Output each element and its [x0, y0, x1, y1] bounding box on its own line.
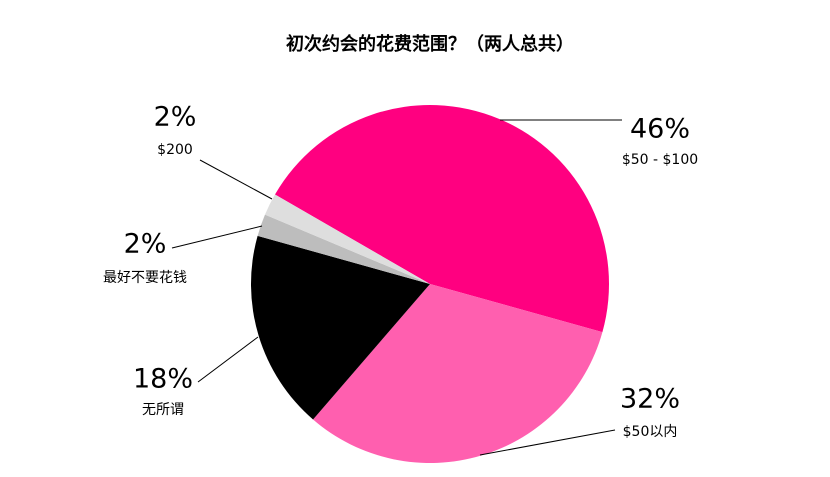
leader-line: [479, 429, 616, 456]
category-label: $50以内: [623, 424, 678, 440]
data-label: 2%: [154, 102, 197, 133]
category-label: $200: [157, 142, 193, 158]
leader-line: [199, 159, 273, 200]
chart-title: 初次约会的花费范围？（两人总共）: [286, 33, 574, 55]
pie-slice: [264, 194, 430, 284]
data-label: 2%: [124, 229, 167, 260]
data-label: 18%: [133, 364, 193, 395]
pie-slice: [250, 235, 430, 420]
category-label: 无所谓: [142, 402, 184, 418]
category-label: $50 - $100: [622, 152, 698, 168]
category-label: 最好不要花钱: [103, 270, 187, 286]
pie-slice: [313, 284, 603, 463]
data-label: 46%: [630, 114, 690, 145]
pie-slice: [257, 214, 430, 284]
pie-slice: [274, 104, 610, 333]
leader-line: [171, 225, 263, 249]
leader-line: [197, 336, 259, 383]
data-label: 32%: [620, 384, 680, 415]
